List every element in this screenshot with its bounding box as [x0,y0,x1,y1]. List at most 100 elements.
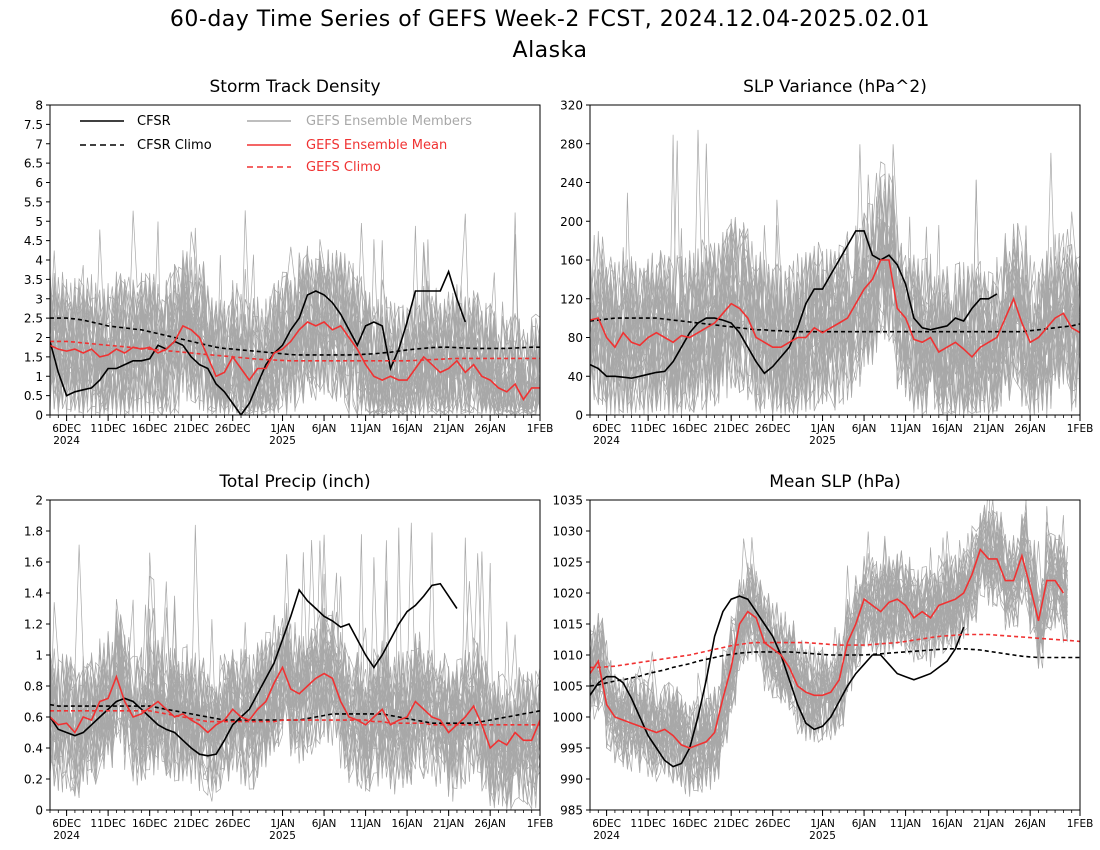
y-tick-label: 1010 [552,649,583,663]
panel-title: Total Precip (inch) [218,472,370,492]
y-tick-label: 200 [560,215,583,229]
x-tick-label: 26JAN [1015,818,1046,830]
x-tick-label: 26DEC [755,423,790,435]
x-tick-label: 6JAN [312,423,337,435]
ensemble-member-line [590,508,1068,766]
x-tick-label: 26JAN [1015,423,1046,435]
y-tick-label: 3.5 [24,273,43,287]
ensemble-member-line [50,622,540,783]
series-cfsr-climo [590,647,1080,687]
x-tick-label: 21DEC [713,423,748,435]
y-tick-label: 40 [568,370,583,384]
ensemble-members [50,210,540,415]
y-tick-label: 4.5 [24,234,43,248]
x-tick-label: 21DEC [173,818,208,830]
y-tick-label: 2 [35,331,43,345]
y-tick-label: 0 [35,804,43,818]
ensemble-member-line [50,527,540,809]
panel-title: Storm Track Density [209,77,380,97]
x-tick-label: 11JAN [350,818,381,830]
x-tick-year-label: 2025 [809,435,836,447]
panel-mean-slp: Mean SLP (hPa) 985 990 995 1000 1005 1010 1015 1… [552,472,1093,842]
x-tick-label: 16JAN [391,423,422,435]
ensemble-member-line [590,248,1080,415]
y-tick-label: 985 [560,804,583,818]
legend-label-cfsr: CFSR [137,114,171,129]
x-tick-label: 1FEB [527,818,554,830]
y-tick-label: 6.5 [24,157,43,171]
y-tick-label: 0.2 [24,773,43,787]
y-tick-label: 1 [35,649,43,663]
y-tick-label: 0.6 [24,711,43,725]
y-tick-label: 1005 [552,680,583,694]
x-tick-label: 16DEC [672,423,707,435]
y-tick-label: 990 [560,773,583,787]
ensemble-member-line [590,510,1068,789]
y-tick-label: 2.5 [24,312,43,326]
series-gefs-ensemble-mean [50,665,540,750]
x-tick-label: 21DEC [173,423,208,435]
legend-label-members: GEFS Ensemble Members [306,114,472,129]
x-tick-label: 16DEC [672,818,707,830]
ensemble-member-line [50,537,540,810]
ensemble-member-line [590,197,1080,413]
x-tick-label: 16DEC [132,818,167,830]
y-tick-label: 7.5 [24,118,43,132]
x-tick-label: 26DEC [215,818,250,830]
x-tick-year-label: 2025 [269,830,296,842]
y-tick-label: 995 [560,742,583,756]
x-tick-label: 11JAN [350,423,381,435]
ensemble-members [590,129,1080,415]
legend-label-mean: GEFS Ensemble Mean [306,138,447,153]
x-tick-label: 21JAN [973,423,1004,435]
y-tick-label: 1.5 [24,350,43,364]
ensemble-member-line [590,517,1068,786]
panel-total-precip: Total Precip (inch) 0 0.2 0.4 0.6 0.8 1 1.2 1.4 1… [24,472,553,842]
series-gefs-ensemble-mean [590,548,1065,749]
y-tick-label: 5 [35,215,43,229]
ensemble-member-line [50,605,540,799]
ensemble-member-line [590,175,1080,415]
figure-title: 60-day Time Series of GEFS Week-2 FCST, … [170,7,930,32]
series-cfsr [590,595,965,768]
x-tick-label: 11DEC [90,423,125,435]
x-tick-label: 11JAN [890,423,921,435]
x-tick-year-label: 2024 [53,435,80,447]
panel-storm-track-density: Storm Track Density 0 0.5 1 1.5 2 2.5 3 3.5 4 4.5 5… [24,77,553,447]
x-tick-label: 6DEC [592,423,621,435]
x-tick-label: 6JAN [852,423,877,435]
figure-subtitle: Alaska [513,38,588,63]
ensemble-members [50,522,540,810]
y-tick-label: 120 [560,292,583,306]
ensemble-member-line [590,134,1080,414]
ensemble-member-line [50,246,540,415]
x-tick-label: 21JAN [973,818,1004,830]
x-tick-label: 26DEC [755,818,790,830]
x-tick-label: 26DEC [215,423,250,435]
x-tick-label: 6DEC [52,423,81,435]
x-tick-label: 16JAN [931,423,962,435]
y-tick-label: 1.8 [24,525,43,539]
x-tick-label: 21DEC [713,818,748,830]
legend-label-gefs-climo: GEFS Climo [306,160,381,175]
y-tick-label: 2 [35,494,43,508]
x-tick-year-label: 2024 [593,830,620,842]
x-tick-label: 6DEC [592,818,621,830]
series-gefs-climo [590,633,1080,669]
y-tick-label: 1.6 [24,556,43,570]
x-tick-label: 6JAN [852,818,877,830]
x-tick-label: 26JAN [475,423,506,435]
y-tick-label: 3 [35,292,43,306]
panel-slp-variance: SLP Variance (hPa^2) 0 40 80 120 160 200 240 280… [560,77,1093,447]
y-tick-label: 160 [560,254,583,268]
x-tick-label: 1JAN [270,423,295,435]
series-gefs-climo [50,340,540,362]
y-tick-label: 1.4 [24,587,43,601]
y-tick-label: 1030 [552,525,583,539]
x-tick-label: 1JAN [810,423,835,435]
y-tick-label: 1 [35,370,43,384]
x-tick-label: 6DEC [52,818,81,830]
y-tick-label: 7 [35,137,43,151]
x-tick-label: 21JAN [433,818,464,830]
x-tick-label: 16JAN [391,818,422,830]
